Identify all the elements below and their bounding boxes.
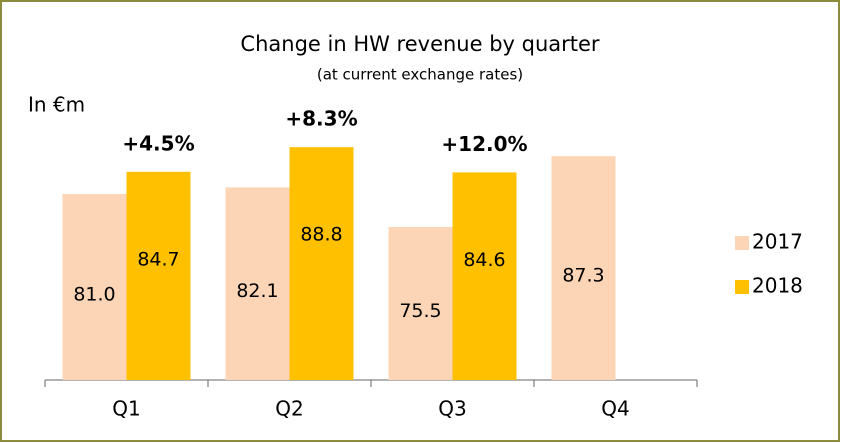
x-tick-label: Q1 (112, 397, 140, 421)
value-label: 82.1 (236, 280, 278, 302)
bar (62, 194, 127, 380)
x-tick-label: Q3 (438, 397, 466, 421)
x-tick-label: Q4 (601, 397, 629, 421)
chart-subtitle: (at current exchange rates) (317, 66, 523, 84)
x-tick-label: Q2 (275, 397, 303, 421)
bar (551, 156, 616, 380)
bar (388, 227, 453, 380)
value-label: 75.5 (399, 300, 441, 322)
bar (289, 147, 354, 380)
legend-swatch (735, 280, 749, 294)
bar (225, 187, 290, 380)
value-label: 87.3 (562, 265, 604, 287)
value-label: 84.6 (463, 249, 505, 271)
legend-label: 2018 (752, 274, 803, 298)
growth-annotation: +12.0% (441, 132, 527, 156)
growth-annotation: +4.5% (122, 131, 194, 155)
legend-swatch (735, 236, 749, 250)
chart-title: Change in HW revenue by quarter (240, 32, 600, 56)
bar (126, 171, 191, 380)
unit-label: In €m (28, 93, 85, 117)
legend-label: 2017 (752, 230, 803, 254)
bar (452, 172, 517, 380)
value-label: 84.7 (137, 248, 179, 270)
value-label: 88.8 (300, 224, 342, 246)
value-label: 81.0 (73, 284, 115, 306)
growth-annotation: +8.3% (285, 107, 357, 131)
